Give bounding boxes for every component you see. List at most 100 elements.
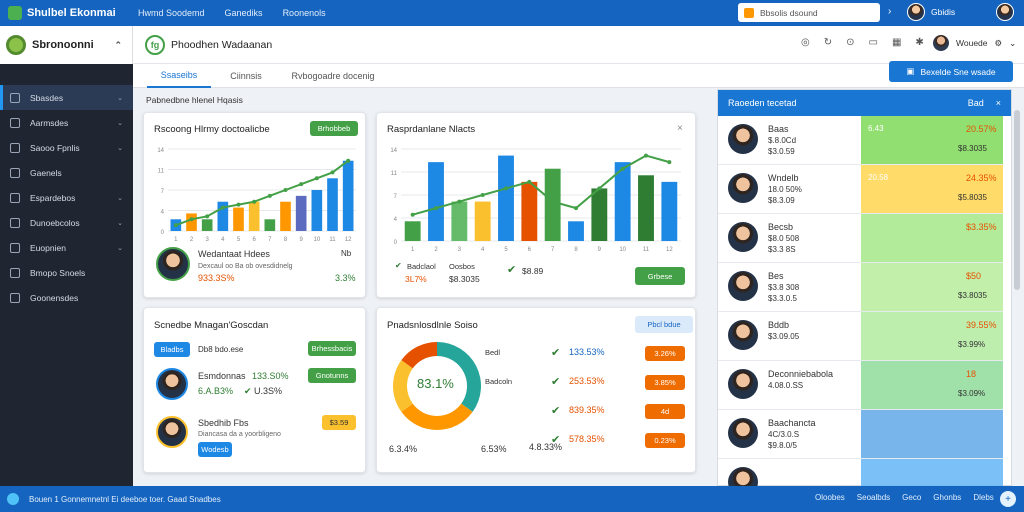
sidebar-item-label: Aarmsdes	[30, 117, 69, 128]
main-logo-icon: fg	[145, 34, 165, 55]
check-icon: ✔	[551, 376, 561, 388]
tick-label: 14	[390, 148, 397, 154]
card-action-button[interactable]: Brhessbacis	[308, 341, 356, 356]
status-link[interactable]: Ghonbs	[933, 493, 962, 502]
table-row[interactable]: Bes $3.8 308 $3.3.0.5 $50 $3.8035	[718, 263, 1003, 312]
search-input[interactable]: Bbsolis dsound	[738, 3, 880, 22]
sidebar-logo-icon	[6, 35, 26, 55]
card-action-button[interactable]: Grbese	[635, 267, 685, 285]
window-icon[interactable]: ▭	[868, 37, 878, 48]
metric-value: $8.3035	[449, 274, 480, 284]
status-text: Bouen 1 Gonnemnetnl Ei deeboe toer. Gaad…	[29, 494, 221, 504]
chevron-down-icon: ⌄	[117, 194, 123, 202]
create-button[interactable]: ▣ Bexelde Sne wsade	[889, 61, 1013, 82]
row-name: Wndelb	[768, 173, 799, 183]
tick-label: 4	[394, 217, 398, 223]
nav-icon	[10, 267, 20, 278]
tab-overview[interactable]: Ssaseibs	[147, 64, 211, 88]
grid-icon[interactable]: ▦	[891, 37, 902, 48]
panel-action[interactable]: Bad	[967, 98, 984, 108]
card-action-button[interactable]: Brhobbeb	[310, 121, 358, 136]
sidebar-item[interactable]: Sbasdes ⌄	[0, 85, 133, 110]
x-tick-label: 1	[411, 247, 415, 253]
row-sub: $8.3.09	[768, 196, 795, 205]
settings-icon[interactable]: ⚙	[994, 37, 1003, 48]
row-value: 839.35%	[569, 405, 605, 415]
search-icon	[744, 7, 754, 18]
donut-chart	[393, 342, 481, 430]
nav-icon	[10, 142, 20, 153]
record-icon[interactable]: ◎	[801, 37, 810, 48]
metric-change: ✔ U.3S%	[244, 386, 283, 396]
trend-line	[412, 154, 670, 216]
table-row[interactable]: Baas $.8.0Cd $3.0.59 6.43 20.57% $8.3035	[718, 116, 1003, 165]
add-icon[interactable]: +	[1000, 491, 1016, 507]
page-title: Phoodhen Wadaanan	[171, 38, 273, 51]
person-detail: Diancasa da a yoorbligeno	[198, 431, 281, 438]
table-row[interactable]: Wndelb 18.0 50% $8.3.09 20.58 24.35% $5.8035	[718, 165, 1003, 214]
main-header: fg Phoodhen Wadaanan ◎ ↻ ⊙ ▭ ▦ ✱ Wouede …	[133, 26, 1024, 64]
row-sub: $9.8.0/5	[768, 441, 797, 450]
card-title: Scnedbe Mnagan'Goscdan	[154, 320, 269, 331]
status-link[interactable]: Dlebs	[973, 493, 994, 502]
scrollbar[interactable]	[1014, 110, 1020, 290]
header-user[interactable]: Wouede ⚙ ⌄	[933, 35, 1016, 51]
tick-label: 7	[394, 194, 398, 200]
sidebar-item[interactable]: Euopnien ⌄	[0, 235, 133, 260]
status-link[interactable]: Oloobes	[815, 493, 845, 502]
status-link[interactable]: Seoalbds	[856, 493, 891, 502]
sidebar-item[interactable]: Gaenels	[0, 160, 133, 185]
bar	[404, 221, 421, 241]
tick-label: 4	[161, 210, 165, 216]
breadcrumb: Pabnedbne hlenel Hqasis	[146, 95, 243, 105]
check-icon: ✔	[507, 264, 517, 276]
avatar	[728, 173, 758, 203]
sidebar-item[interactable]: Espardebos ⌄	[0, 185, 133, 210]
tab-clients[interactable]: Ciinnsis	[230, 71, 262, 81]
x-tick-label: 7	[551, 247, 555, 253]
top-nav-item[interactable]: Ganediks	[224, 8, 263, 18]
tick-label: 11	[158, 169, 165, 175]
sidebar-item[interactable]: Aarmsdes ⌄	[0, 110, 133, 135]
sidebar-item[interactable]: Goonensdes	[0, 285, 133, 310]
filter-button[interactable]: Bladbs	[154, 342, 190, 357]
sidebar-item[interactable]: Dunoebcolos ⌄	[0, 210, 133, 235]
trend-point	[480, 193, 485, 197]
close-icon[interactable]: ×	[995, 98, 1001, 108]
brand[interactable]: Shulbel Ekonmai	[0, 6, 138, 20]
trend-point	[527, 179, 532, 184]
chevron-down-icon: ⌄	[117, 119, 123, 127]
x-tick-label: 6	[528, 247, 532, 253]
dropdown-icon[interactable]: ⌄	[1009, 37, 1017, 48]
check-icon: ✔	[551, 405, 561, 417]
send-icon[interactable]: ›	[888, 6, 892, 17]
pin-icon[interactable]: ✱	[915, 37, 924, 48]
trend-point	[410, 212, 415, 217]
sidebar-item-label: Sbasdes	[30, 92, 64, 103]
table-row[interactable]: Deconniebabola 4.08.0.SS 18 $3.09%	[718, 361, 1003, 410]
collapse-icon[interactable]: ⌃	[114, 39, 122, 50]
sidebar-item[interactable]: Saooo Fpnlis ⌄	[0, 135, 133, 160]
profile-avatar[interactable]	[996, 3, 1014, 21]
table-row[interactable]: Bddb $3.09.05 39.55% $3.99%	[718, 312, 1003, 361]
status-link[interactable]: Geco	[902, 493, 922, 502]
refresh-icon[interactable]: ↻	[823, 37, 833, 48]
card-title: Rscoong Hlrmy doctoalicbe	[154, 124, 270, 135]
table-row[interactable]: Becsb $8.0 508 $3.3 8S $3.35%	[718, 214, 1003, 263]
view-icon[interactable]: ⊙	[846, 37, 855, 48]
donut-slice	[401, 403, 473, 430]
nav-icon	[10, 242, 20, 253]
bar	[248, 201, 260, 231]
tag-badge[interactable]: Wodesb	[198, 442, 232, 457]
user-menu[interactable]: Gbidis	[907, 3, 955, 21]
panel-header: Raoeden tecetad Bad ×	[718, 90, 1011, 116]
top-nav-item[interactable]: Hwmd Soodemd	[138, 8, 205, 18]
table-row[interactable]: Baachancta 4C/3.0.S $9.8.0/5	[718, 410, 1003, 459]
x-tick-label: 1	[174, 237, 178, 243]
tab-reports[interactable]: Rvbogoadre docenig	[291, 71, 375, 81]
top-nav-item[interactable]: Roonenols	[282, 8, 326, 18]
row-name: Bes	[768, 271, 784, 281]
tab-filter[interactable]: Pbcl bdue	[635, 316, 693, 333]
sidebar-item[interactable]: Bmopo Snoels	[0, 260, 133, 285]
close-icon[interactable]: ×	[677, 123, 683, 134]
